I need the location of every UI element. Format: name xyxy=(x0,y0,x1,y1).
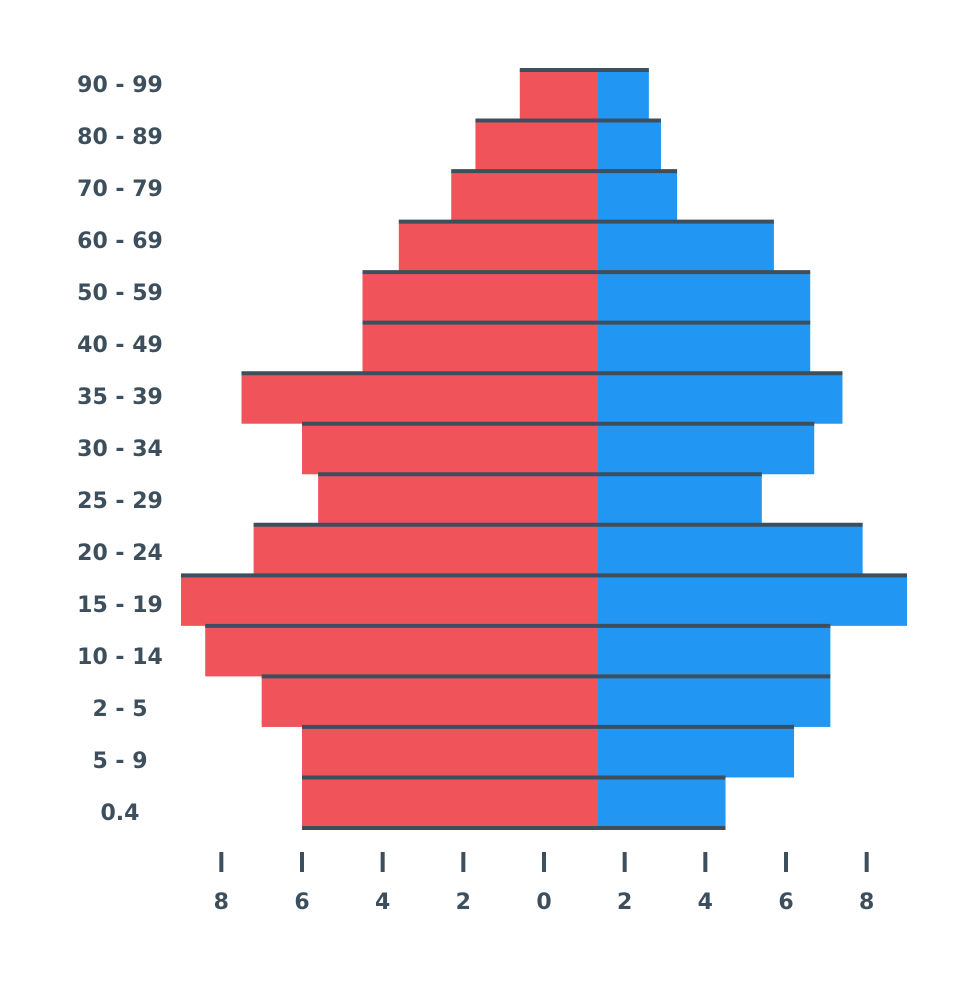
x-tick-label: 6 xyxy=(294,890,309,915)
y-tick-label: 0.4 xyxy=(101,801,140,826)
bar xyxy=(598,171,678,222)
bar xyxy=(598,777,726,828)
bar xyxy=(598,322,811,374)
bar xyxy=(318,474,598,525)
bar xyxy=(253,524,598,576)
y-tick-label: 10 - 14 xyxy=(77,645,163,670)
bar xyxy=(181,575,598,626)
y-tick-label: 70 - 79 xyxy=(77,177,163,202)
x-tick-label: 2 xyxy=(617,890,632,915)
y-tick-label: 5 - 9 xyxy=(92,749,147,774)
bar xyxy=(398,221,598,273)
bar xyxy=(598,120,661,172)
bar xyxy=(598,676,831,727)
bar xyxy=(598,373,843,424)
x-tick-label: 4 xyxy=(698,890,713,915)
y-tick-label: 35 - 39 xyxy=(77,385,163,410)
y-tick-label: 50 - 59 xyxy=(77,281,163,306)
bar xyxy=(362,322,598,374)
x-tick-label: 2 xyxy=(456,890,471,915)
bar xyxy=(302,777,598,828)
bar xyxy=(362,272,598,323)
y-tick-label: 60 - 69 xyxy=(77,229,163,254)
x-tick-label: 6 xyxy=(778,890,793,915)
bar xyxy=(598,474,762,525)
y-tick-label: 15 - 19 xyxy=(77,593,163,618)
bar xyxy=(302,726,598,778)
bar xyxy=(475,120,598,172)
bar xyxy=(598,575,907,626)
y-tick-label: 25 - 29 xyxy=(77,489,163,514)
x-tick-label: 4 xyxy=(375,890,390,915)
y-tick-label: 80 - 89 xyxy=(77,125,163,150)
bar xyxy=(598,272,811,323)
x-tick-label: 0 xyxy=(536,890,551,915)
x-tick-label: 8 xyxy=(859,890,874,915)
bar xyxy=(302,423,598,475)
y-tick-label: 20 - 24 xyxy=(77,541,163,566)
bar xyxy=(451,171,598,222)
bar xyxy=(598,423,815,475)
bar xyxy=(205,625,598,677)
bar xyxy=(598,221,774,273)
x-tick-label: 8 xyxy=(214,890,229,915)
bar xyxy=(598,625,831,677)
bar xyxy=(598,70,649,121)
y-tick-label: 30 - 34 xyxy=(77,437,163,462)
y-tick-label: 90 - 99 xyxy=(77,73,163,98)
bar xyxy=(261,676,598,727)
bar xyxy=(519,70,598,121)
y-tick-label: 2 - 5 xyxy=(92,697,147,722)
bar xyxy=(241,373,598,424)
y-tick-label: 40 - 49 xyxy=(77,333,163,358)
bar xyxy=(598,726,795,778)
bar xyxy=(598,524,863,576)
